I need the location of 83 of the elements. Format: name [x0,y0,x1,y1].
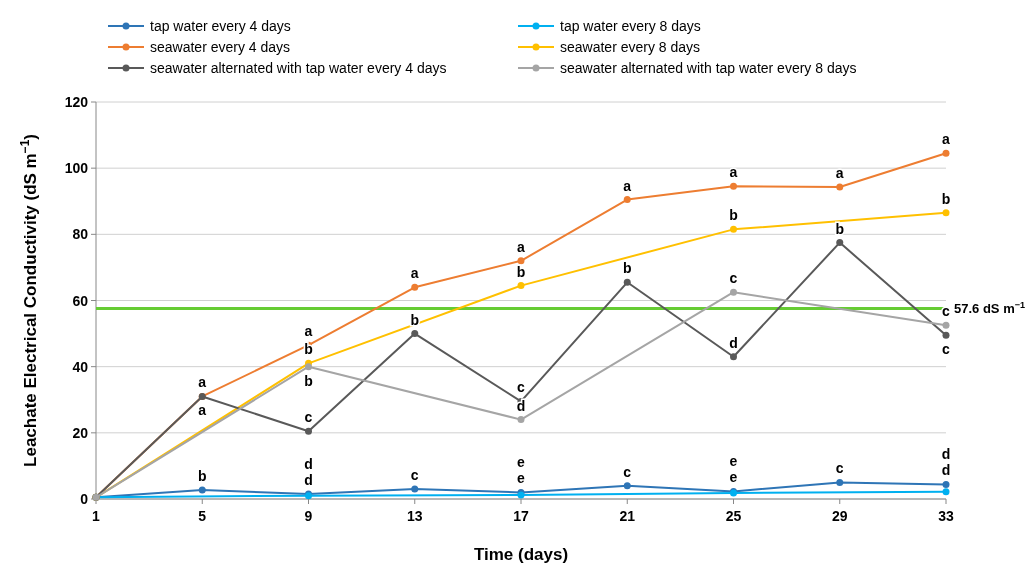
data-label: a [517,238,526,255]
x-tick-label: 5 [198,508,207,524]
legend-label: tap water every 4 days [150,18,291,34]
data-label: d [304,472,313,489]
x-tick-label: 1 [92,508,101,524]
data-label: c [942,303,951,320]
legend-label: seawater every 4 days [150,39,291,55]
y-tick-label: 0 [80,491,89,507]
data-label: a [304,323,313,340]
data-label: a [942,131,951,148]
x-axis-title: Time (days) [473,545,569,564]
y-tick-label: 80 [72,226,89,243]
legend-label: seawater every 8 days [560,39,701,55]
x-tick-label: 25 [725,508,742,524]
point [517,416,525,424]
point [517,257,525,265]
point [411,485,419,493]
data-label: b [622,260,632,277]
data-label: a [729,164,738,181]
point [942,480,950,488]
y-tick-label: 120 [64,94,89,110]
data-label: e [517,470,526,487]
point [411,330,419,338]
data-label: c [729,270,738,287]
data-label: a [623,177,632,194]
data-label: d [304,456,313,473]
legend-label: seawater alternated with tap water every 4 days [150,60,447,76]
ref-line-label: 57.6 dS m$^{−1}$ [954,300,1026,317]
data-label: a [835,165,844,182]
data-label: c [623,463,632,480]
point [730,353,737,361]
point [198,486,206,494]
data-label: d [941,462,951,479]
point [517,282,525,290]
data-label: c [835,460,844,477]
data-label: b [835,220,845,237]
data-label: b [410,311,420,328]
data-label: c [942,341,951,358]
data-label: a [410,265,419,282]
point [942,488,950,496]
point [623,482,631,490]
point [836,183,844,191]
point [730,225,737,233]
data-label: e [517,454,526,471]
x-tick-label: 29 [831,508,848,524]
data-label: b [941,190,951,207]
data-label: e [729,453,738,470]
point [942,149,950,157]
data-label: b [197,468,207,485]
point [836,239,844,247]
point [942,321,950,329]
y-tick-label: 20 [72,424,89,441]
x-tick-label: 17 [513,508,529,524]
point [305,427,312,435]
point [942,209,950,217]
data-label: b [516,263,526,280]
point [623,196,631,204]
point [305,363,312,371]
data-label: e [729,469,738,486]
data-label: c [410,467,419,484]
data-label: c [517,379,526,396]
x-tick-label: 9 [304,508,313,524]
y-tick-label: 40 [72,358,89,375]
y-tick-label: 60 [72,292,89,309]
data-label: c [304,409,313,426]
x-tick-label: 21 [619,508,636,524]
data-label: a [198,402,207,419]
point [730,182,737,190]
x-tick-label: 13 [406,508,423,524]
point [836,478,844,486]
data-label: a [198,374,207,391]
y-tick-label: 100 [64,160,89,177]
data-label: d [941,446,951,463]
data-label: b [304,372,313,389]
x-tick-label: 33 [938,508,954,524]
point [942,331,950,339]
point [411,283,419,291]
data-label: b [729,207,738,224]
point [623,278,631,286]
point [730,288,737,296]
legend-label: seawater alternated with tap water every 8 days [560,60,857,76]
legend-label: tap water every 8 days [560,18,701,34]
data-label: d [729,334,738,351]
